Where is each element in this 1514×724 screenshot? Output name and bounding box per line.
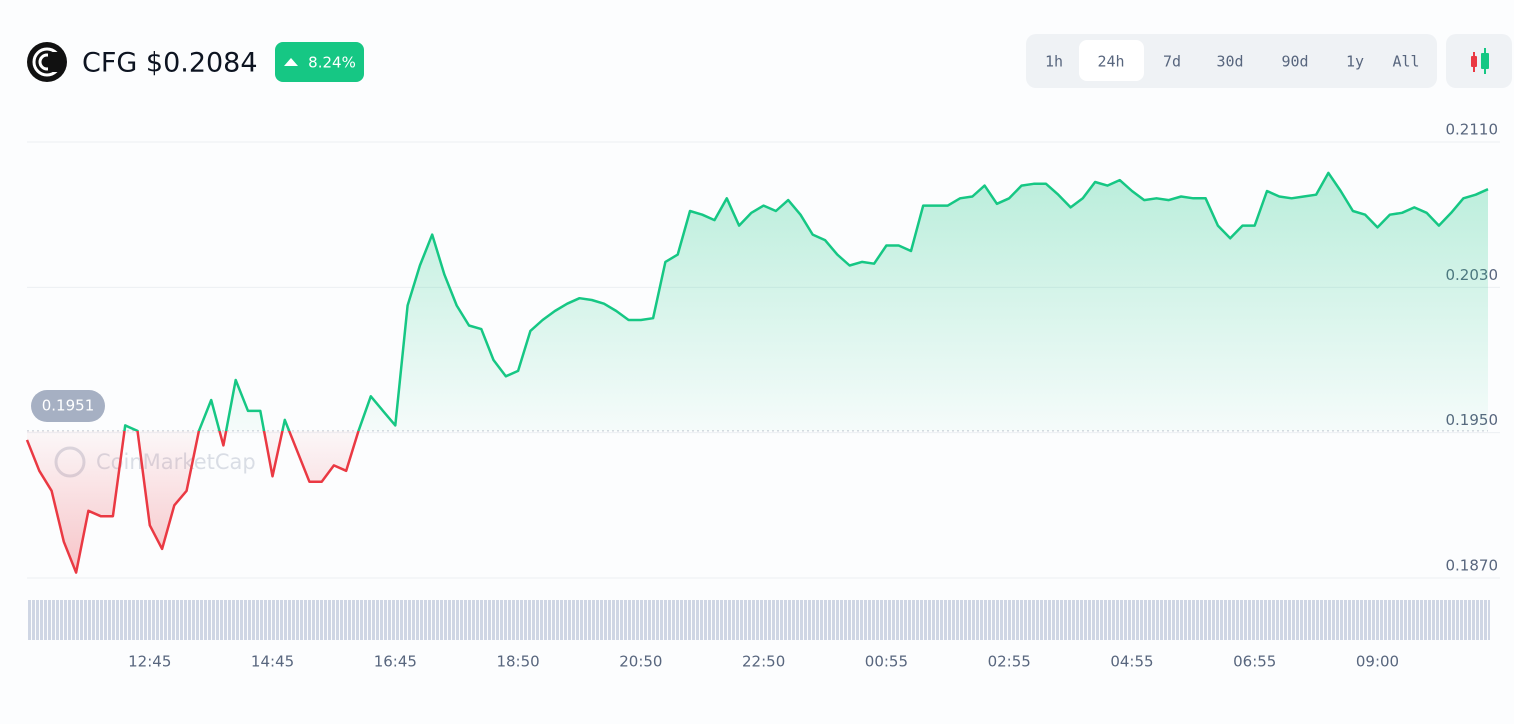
x-tick-label: 12:45 bbox=[128, 653, 171, 671]
x-tick-label: 06:55 bbox=[1233, 653, 1276, 671]
range-tab[interactable]: 24h bbox=[1097, 53, 1124, 71]
tab-active bbox=[1079, 40, 1144, 81]
x-tick-label: 20:50 bbox=[619, 653, 662, 671]
up-arrow bbox=[284, 58, 298, 66]
volume-band bbox=[27, 600, 1490, 640]
x-tick-label: 00:55 bbox=[865, 653, 908, 671]
x-tick-label: 22:50 bbox=[742, 653, 785, 671]
y-tick-label: 0.1870 bbox=[1446, 557, 1499, 575]
x-tick-label: 09:00 bbox=[1356, 653, 1399, 671]
range-tab[interactable]: 1y bbox=[1346, 53, 1364, 71]
x-tick-label: 14:45 bbox=[251, 653, 294, 671]
range-tab[interactable]: All bbox=[1392, 53, 1419, 71]
change-text: 8.24% bbox=[308, 54, 356, 72]
range-tab[interactable]: 7d bbox=[1163, 53, 1181, 71]
logo bbox=[27, 42, 67, 82]
range-tab[interactable]: 1h bbox=[1045, 53, 1063, 71]
x-tick-label: 18:50 bbox=[496, 653, 539, 671]
y-tick-label: 0.2110 bbox=[1446, 121, 1499, 139]
chart-type-button[interactable] bbox=[1446, 34, 1512, 88]
ref-pill bbox=[31, 390, 105, 422]
price-area bbox=[27, 172, 1488, 573]
price-line bbox=[25, 171, 1489, 574]
ref-label: 0.1951 bbox=[42, 397, 95, 415]
change-badge bbox=[275, 42, 364, 82]
x-tick-label: 16:45 bbox=[374, 653, 417, 671]
range-tab[interactable]: 90d bbox=[1281, 53, 1308, 71]
title: CFG $0.2084 bbox=[82, 48, 258, 79]
x-tick-label: 04:55 bbox=[1110, 653, 1153, 671]
x-tick-label: 02:55 bbox=[988, 653, 1031, 671]
range-tab[interactable]: 30d bbox=[1216, 53, 1243, 71]
